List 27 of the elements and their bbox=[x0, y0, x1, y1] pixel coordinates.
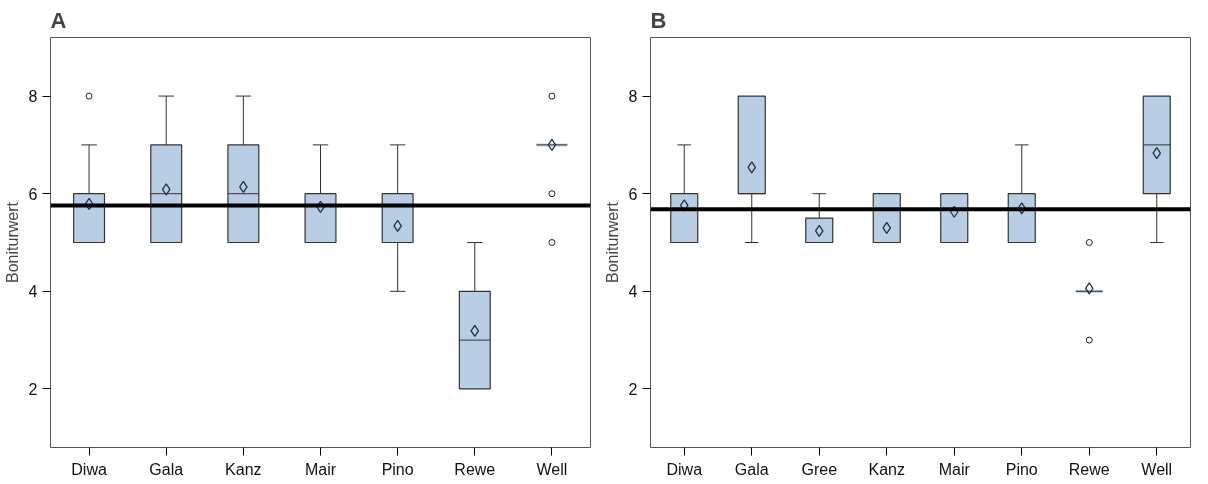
x-tick-label: Kanz bbox=[868, 460, 905, 478]
x-tick-label: Well bbox=[1141, 460, 1173, 478]
x-tick-label: Mair bbox=[938, 460, 971, 478]
y-tick-label: 6 bbox=[28, 185, 38, 203]
x-tick-label: Kanz bbox=[225, 460, 262, 478]
chart-title: A bbox=[50, 7, 67, 33]
y-tick-label: 6 bbox=[628, 185, 638, 203]
x-tick-label: Pino bbox=[1005, 460, 1038, 478]
x-tick-label: Gree bbox=[801, 460, 838, 478]
x-tick-label: Rewe bbox=[1068, 460, 1110, 478]
y-tick-label: 4 bbox=[628, 283, 638, 301]
x-tick-label: Diwa bbox=[71, 460, 107, 478]
x-tick-label: Mair bbox=[304, 460, 337, 478]
x-tick-label: Gala bbox=[734, 460, 769, 478]
x-tick-label: Pino bbox=[381, 460, 414, 478]
y-tick-label: 2 bbox=[628, 380, 638, 398]
x-tick-label: Rewe bbox=[454, 460, 496, 478]
y-tick-label: 2 bbox=[28, 380, 38, 398]
y-axis-title: Boniturwert bbox=[603, 201, 621, 283]
x-tick-label: Diwa bbox=[666, 460, 703, 478]
x-tick-label: Well bbox=[536, 460, 568, 478]
y-tick-label: 4 bbox=[28, 283, 38, 301]
y-axis-title: Boniturwert bbox=[3, 201, 21, 283]
y-tick-label: 8 bbox=[628, 88, 638, 106]
x-tick-label: Gala bbox=[149, 460, 184, 478]
y-tick-label: 8 bbox=[28, 88, 38, 106]
chart-title: B bbox=[650, 7, 667, 33]
